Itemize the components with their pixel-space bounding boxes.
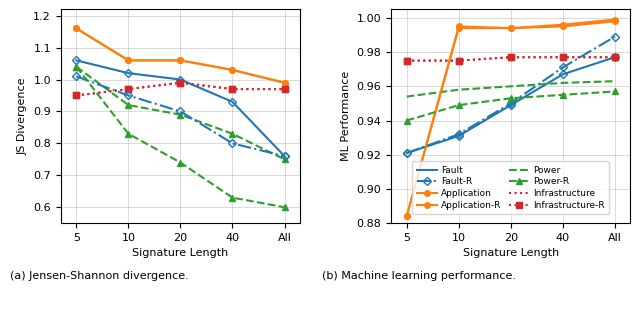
X-axis label: Signature Length: Signature Length bbox=[132, 249, 228, 259]
Text: (a) Jensen-Shannon divergence.: (a) Jensen-Shannon divergence. bbox=[10, 271, 189, 281]
X-axis label: Signature Length: Signature Length bbox=[463, 249, 559, 259]
Y-axis label: JS Divergence: JS Divergence bbox=[18, 78, 28, 155]
Text: (b) Machine learning performance.: (b) Machine learning performance. bbox=[322, 271, 516, 281]
Legend: Fault, Fault-R, Application, Application-R, Power, Power-R, Infrastructure, Infr: Fault, Fault-R, Application, Application… bbox=[412, 161, 609, 215]
Y-axis label: ML Performance: ML Performance bbox=[341, 71, 351, 162]
